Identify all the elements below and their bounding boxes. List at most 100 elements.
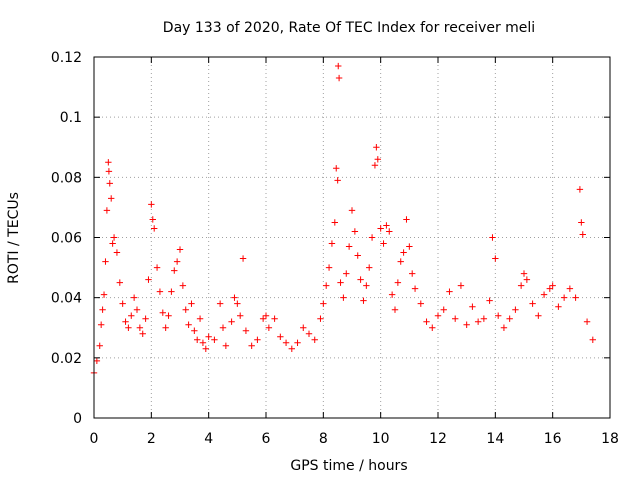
x-tick-label: 10 (372, 431, 390, 447)
data-point (388, 291, 396, 298)
axis-ticks: 0 2 4 6 8 10 12 14 16 18 0 0.02 0.04 0.06 0.08 0.1 0.12 (51, 50, 619, 447)
data-point (373, 144, 380, 151)
data-point (148, 201, 155, 208)
data-point (211, 336, 218, 343)
data-point (130, 294, 138, 301)
data-point (262, 312, 270, 319)
data-point (242, 327, 250, 334)
data-point (222, 342, 230, 349)
data-point (311, 336, 318, 343)
y-tick-label: 0.04 (51, 291, 82, 307)
data-point (102, 258, 109, 265)
data-point (99, 306, 106, 313)
data-point (546, 285, 553, 292)
data-point (386, 228, 393, 235)
data-point (113, 249, 121, 256)
data-point (434, 312, 442, 319)
data-point (305, 330, 313, 337)
data-point (165, 312, 172, 319)
data-point (288, 345, 295, 353)
data-point (136, 324, 144, 331)
data-point (202, 345, 209, 353)
data-point (159, 309, 166, 316)
data-point (549, 282, 556, 289)
data-point (234, 300, 241, 307)
data-point (345, 243, 353, 250)
data-point (391, 306, 399, 313)
gridlines (94, 57, 610, 418)
data-point (231, 294, 238, 301)
data-point (108, 195, 115, 202)
data-point (149, 216, 156, 223)
data-point (411, 285, 419, 292)
data-point (409, 270, 416, 277)
data-point (282, 339, 290, 346)
data-point (191, 327, 198, 334)
data-point (194, 336, 201, 343)
data-point (128, 312, 135, 319)
data-point (219, 324, 227, 331)
data-point (506, 315, 513, 322)
data-point (523, 276, 531, 283)
data-point (348, 207, 356, 214)
data-point (331, 219, 338, 226)
data-point (179, 282, 187, 289)
data-point (228, 318, 235, 325)
data-point (371, 162, 379, 169)
data-point (566, 285, 574, 292)
data-point (512, 306, 519, 313)
x-tick-label: 2 (147, 431, 156, 447)
data-point (540, 291, 548, 298)
data-point (151, 225, 158, 232)
data-point (237, 312, 244, 319)
data-point (333, 165, 340, 172)
data-point (492, 255, 499, 262)
x-tick-label: 14 (486, 431, 504, 447)
data-point (383, 222, 390, 229)
data-point (480, 315, 488, 322)
data-point (106, 180, 113, 187)
data-point (265, 324, 273, 331)
data-point (271, 315, 278, 322)
data-point (403, 216, 410, 223)
x-tick-label: 0 (90, 431, 99, 447)
data-point (354, 252, 361, 259)
x-tick-label: 18 (601, 431, 619, 447)
data-point (176, 246, 184, 253)
data-point (205, 333, 212, 340)
data-point (452, 315, 459, 322)
data-point (259, 315, 267, 322)
data-point (469, 303, 476, 310)
data-point (360, 297, 367, 304)
data-point (103, 207, 111, 214)
data-point (216, 300, 224, 307)
data-point (185, 321, 192, 328)
data-point (188, 300, 195, 307)
data-point (337, 279, 344, 286)
data-point (357, 276, 364, 283)
data-point (96, 342, 103, 349)
data-point (380, 240, 387, 247)
data-point (463, 321, 470, 328)
data-point (377, 225, 384, 232)
data-point (100, 291, 108, 298)
data-point (440, 306, 447, 313)
data-point (97, 321, 105, 328)
data-point (572, 294, 579, 301)
data-point (579, 231, 586, 238)
data-points (90, 62, 596, 377)
data-point (122, 318, 129, 325)
plot-frame (93, 56, 611, 419)
data-point (363, 282, 370, 289)
data-point (423, 318, 430, 325)
data-point (417, 300, 424, 307)
data-point (374, 156, 381, 163)
data-point (173, 258, 181, 265)
data-point (294, 339, 301, 346)
data-point (397, 258, 404, 265)
data-point (300, 324, 307, 331)
data-point (171, 267, 178, 274)
x-tick-label: 16 (544, 431, 562, 447)
chart-title: Day 133 of 2020, Rate Of TEC Index for r… (163, 20, 535, 36)
